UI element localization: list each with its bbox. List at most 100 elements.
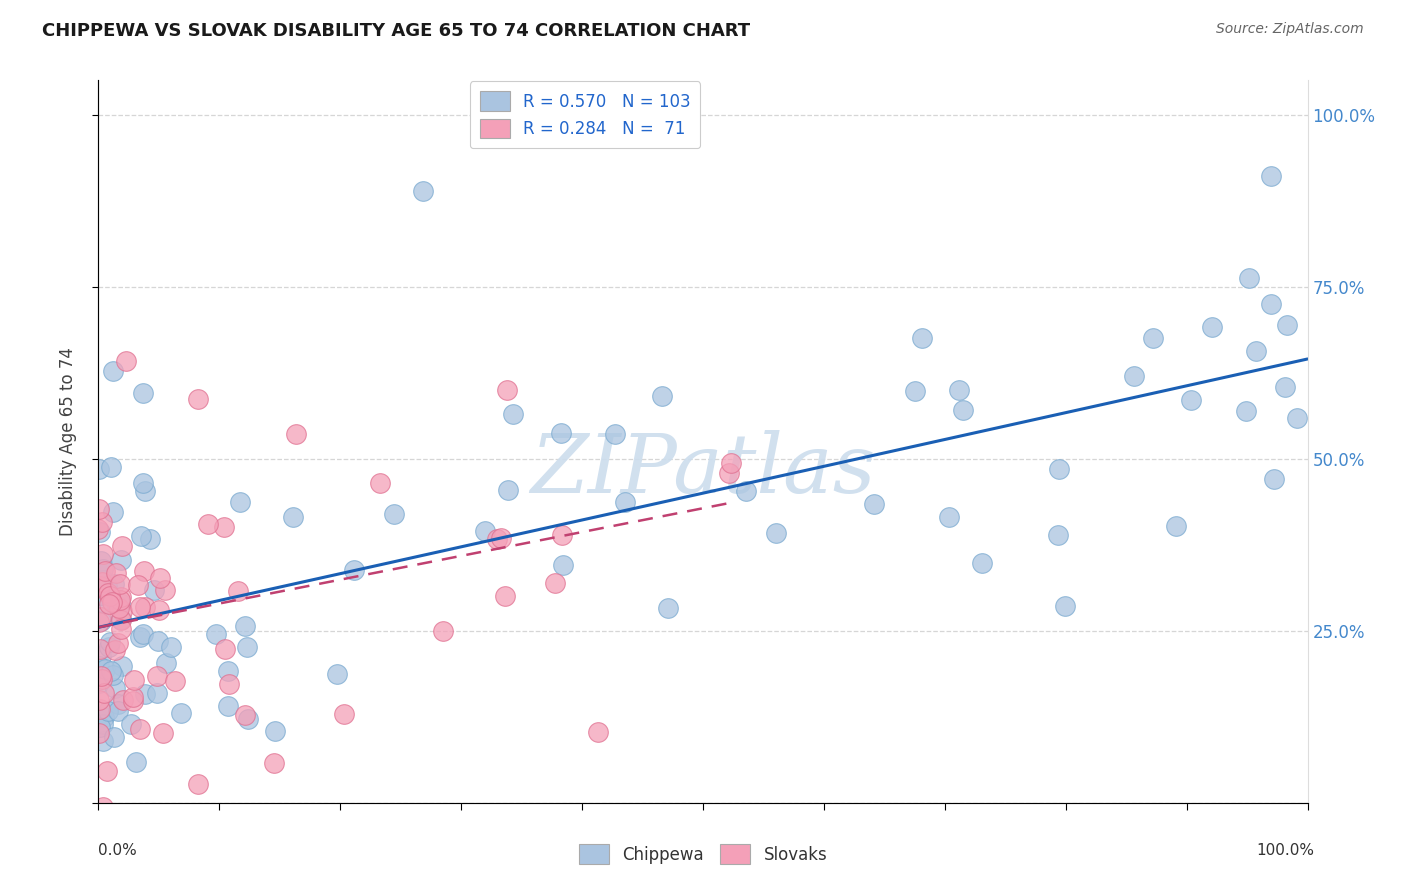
Point (105, 566, 128, 581)
Point (432, 624, 454, 638)
Point (131, 627, 153, 641)
Point (717, 466, 740, 480)
Point (97, 704, 120, 718)
Point (103, 642, 125, 657)
Point (911, 331, 934, 345)
Point (103, 576, 125, 591)
Point (263, 756, 285, 770)
Point (108, 601, 131, 615)
Point (129, 722, 152, 736)
Point (129, 599, 152, 614)
Point (145, 669, 167, 683)
Point (333, 706, 356, 721)
Point (87, 462, 110, 476)
Point (218, 677, 240, 691)
Point (1128, 18, 1150, 32)
Point (110, 622, 132, 636)
Point (952, 402, 974, 417)
Point (139, 533, 162, 547)
Point (107, 697, 129, 711)
Text: 100.0%: 100.0% (1257, 843, 1315, 858)
Point (614, 495, 637, 509)
Point (284, 427, 307, 442)
Point (148, 603, 170, 617)
Point (120, 716, 142, 731)
Point (1260, 169, 1282, 184)
Point (153, 582, 176, 597)
Point (100, 595, 122, 609)
Point (229, 495, 252, 509)
Point (93, 710, 115, 724)
Point (107, 704, 129, 718)
Point (1234, 404, 1257, 418)
Point (485, 532, 508, 546)
Point (87, 658, 110, 673)
Point (96, 764, 118, 778)
Point (1263, 472, 1285, 486)
Point (1053, 599, 1076, 614)
Point (1122, 369, 1144, 384)
Point (1246, 343, 1268, 358)
Point (125, 755, 148, 769)
Point (1047, 528, 1070, 542)
Point (122, 694, 145, 708)
Point (1166, 518, 1188, 533)
Point (904, 384, 927, 398)
Point (91, 562, 114, 576)
Point (87, 522, 110, 536)
Point (111, 693, 134, 707)
Point (90, 588, 112, 602)
Point (412, 184, 434, 198)
Point (187, 777, 209, 791)
Point (122, 673, 145, 687)
Point (129, 529, 152, 543)
Point (93, 596, 115, 610)
Point (94, 662, 117, 676)
Point (152, 726, 174, 740)
Point (343, 563, 366, 577)
Point (122, 690, 145, 705)
Point (91, 716, 114, 731)
Point (603, 427, 626, 442)
Point (128, 631, 150, 645)
Point (108, 596, 131, 610)
Point (496, 383, 519, 397)
Point (264, 723, 287, 738)
Point (651, 389, 673, 403)
Point (90, 554, 112, 568)
Point (103, 667, 125, 681)
Point (90, 615, 112, 629)
Point (134, 564, 156, 578)
Point (226, 583, 249, 598)
Point (498, 483, 520, 498)
Point (111, 605, 134, 619)
Point (87, 675, 110, 690)
Point (143, 583, 166, 598)
Point (97, 597, 120, 611)
Point (948, 384, 970, 398)
Point (170, 706, 193, 721)
Point (110, 591, 132, 605)
Point (149, 571, 172, 585)
Point (368, 475, 391, 490)
Point (1260, 297, 1282, 311)
Point (134, 687, 156, 701)
Point (93, 686, 115, 700)
Point (90, 588, 112, 602)
Point (657, 601, 679, 615)
Point (100, 590, 122, 604)
Point (91, 573, 114, 587)
Point (1237, 271, 1260, 285)
Text: 0.0%: 0.0% (98, 843, 138, 858)
Point (132, 475, 155, 490)
Point (89, 642, 111, 657)
Point (1180, 393, 1202, 408)
Point (108, 577, 131, 591)
Point (586, 725, 609, 739)
Point (543, 576, 565, 591)
Point (110, 612, 132, 626)
Point (146, 686, 169, 700)
Point (235, 707, 257, 722)
Point (720, 456, 742, 470)
Point (87, 693, 110, 707)
